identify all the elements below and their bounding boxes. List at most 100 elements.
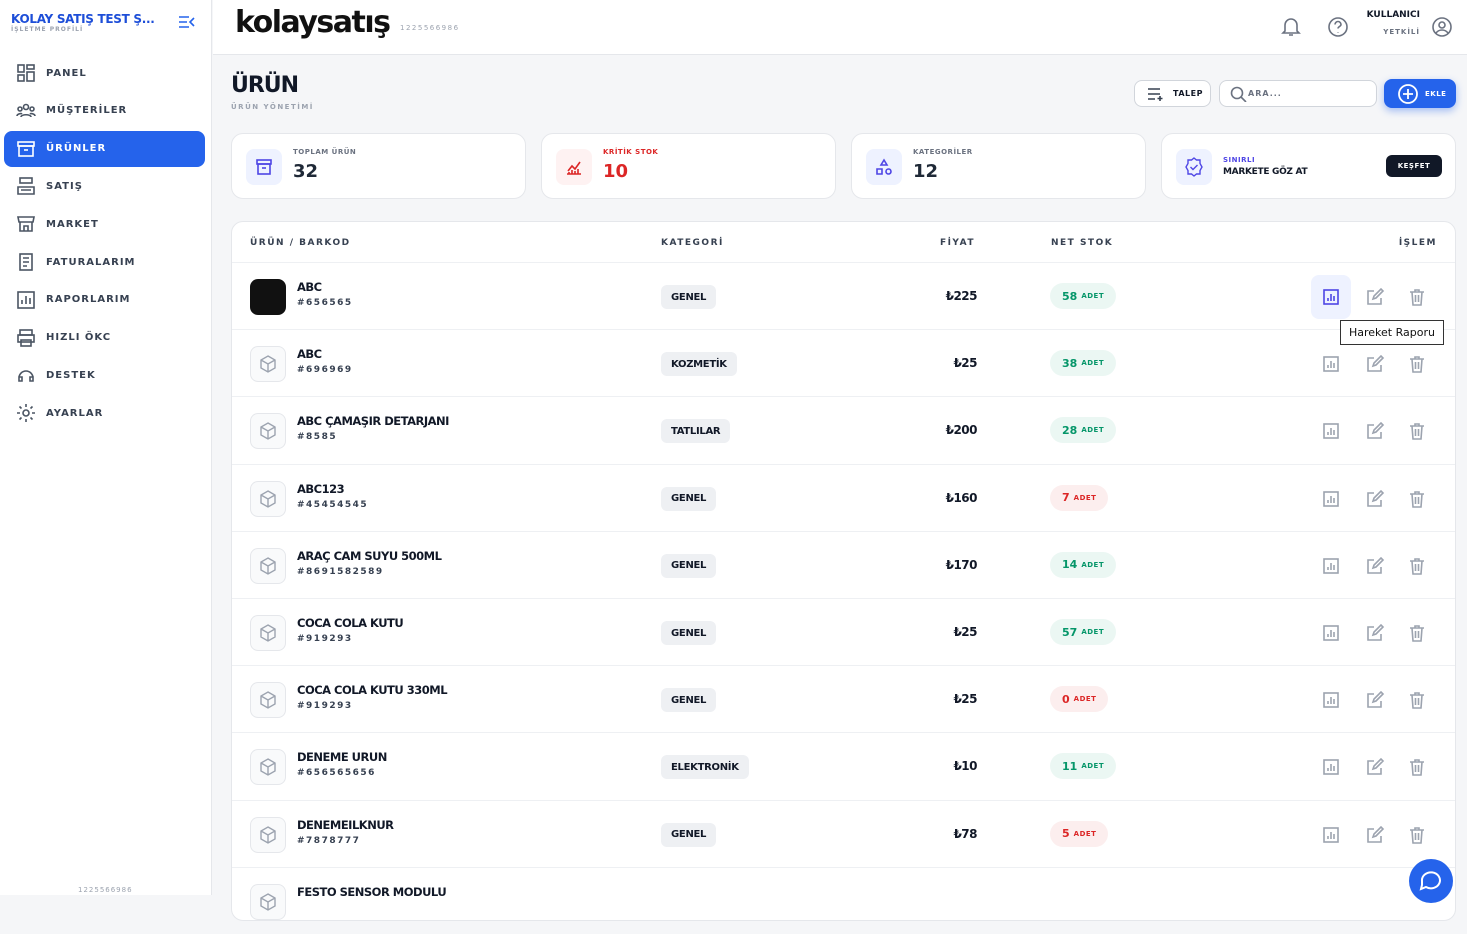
menu-label: RAPORLARIM: [46, 294, 131, 306]
report-button[interactable]: [1311, 275, 1351, 319]
category-badge: GENEL: [661, 822, 717, 847]
table-row: FESTO SENSOR MODULU: [232, 866, 1455, 934]
price: ₺225: [945, 289, 978, 303]
brand[interactable]: KOLAY SATIŞ TEST Ş...: [11, 12, 155, 26]
product-barcode: #656565: [297, 298, 353, 308]
stock-badge: 38 ADET: [1050, 350, 1117, 377]
promo-tag: SINIRLI: [1223, 156, 1256, 164]
stock-unit: ADET: [1081, 762, 1105, 771]
menu-item[interactable]: AYARLAR: [4, 395, 205, 431]
delete-button[interactable]: [1397, 275, 1437, 319]
menu-label: FATURALARIM: [46, 256, 136, 268]
edit-button[interactable]: [1355, 342, 1395, 386]
user-name: KULLANICI: [1366, 10, 1420, 20]
product-barcode: #696969: [297, 365, 353, 376]
collapse-icon[interactable]: [178, 14, 196, 30]
report-button[interactable]: [1311, 477, 1351, 521]
menu-item[interactable]: SATIŞ: [4, 168, 205, 204]
stock-badge: 58 ADET: [1050, 283, 1117, 309]
stat-value: 12: [913, 161, 939, 182]
edit-button[interactable]: [1355, 477, 1395, 521]
table-row: ABC123 #45454545 GENEL ₺160 7 ADET: [232, 463, 1455, 531]
stock-value: 14: [1062, 558, 1078, 572]
stat-label: KATEGORİLER: [913, 148, 973, 156]
menu-item[interactable]: DESTEK: [4, 357, 205, 393]
delete-button[interactable]: [1397, 477, 1437, 521]
table-row: COCA COLA KUTU #919293 GENEL ₺25 57 ADET: [232, 598, 1455, 665]
footer-code: 1225566986: [78, 886, 133, 894]
product-name: DENEME URUN: [297, 750, 387, 765]
menu-item[interactable]: MARKET: [4, 206, 205, 242]
product-table: ÜRÜN / BARKOD KATEGORİ FİYAT NET STOK İŞLEM A…: [231, 221, 1456, 921]
product-thumb: [250, 682, 286, 719]
logo[interactable]: kolaysatış: [235, 5, 391, 40]
menu-item[interactable]: FATURALARIM: [4, 244, 205, 280]
menu-label: SATIŞ: [46, 180, 83, 192]
delete-button[interactable]: [1397, 678, 1437, 722]
menu-label: MARKET: [46, 218, 99, 230]
report-button[interactable]: [1311, 409, 1351, 453]
sidebar: KOLAY SATIŞ TEST Ş... İŞLETME PROFİLİ PA…: [0, 0, 212, 895]
report-button[interactable]: [1311, 611, 1351, 655]
brand-subtitle: İŞLETME PROFİLİ: [11, 26, 84, 33]
help-icon[interactable]: [1327, 16, 1349, 38]
menu-item[interactable]: PANEL: [4, 55, 205, 91]
delete-button[interactable]: [1397, 611, 1437, 655]
category-badge: GENEL: [661, 688, 717, 713]
edit-button[interactable]: [1355, 813, 1395, 857]
edit-button[interactable]: [1355, 611, 1395, 655]
category-badge: TATLILAR: [661, 419, 731, 444]
add-button[interactable]: EKLE: [1384, 79, 1456, 108]
delete-button[interactable]: [1397, 342, 1437, 386]
edit-button[interactable]: [1355, 409, 1395, 453]
report-button[interactable]: [1311, 678, 1351, 722]
page-title: ÜRÜN: [231, 73, 299, 98]
stock-badge: 14 ADET: [1050, 551, 1117, 578]
user-icon[interactable]: [1431, 16, 1453, 38]
product-barcode: #8691582589: [297, 566, 384, 577]
page-subtitle: ÜRÜN YÖNETİMİ: [231, 103, 314, 111]
price: ₺200: [945, 423, 978, 438]
category-badge: GENEL: [661, 486, 717, 511]
delete-button[interactable]: [1397, 813, 1437, 857]
discover-button[interactable]: KEŞFET: [1386, 155, 1442, 177]
menu-item[interactable]: HIZLI ÖKC: [4, 320, 205, 356]
menu-item[interactable]: ÜRÜNLER: [4, 130, 205, 167]
delete-button[interactable]: [1397, 409, 1437, 453]
report-button[interactable]: [1311, 745, 1351, 789]
request-button[interactable]: TALEP: [1134, 80, 1211, 107]
product-barcode: #45454545: [297, 499, 369, 510]
stat-icon: [866, 149, 902, 185]
report-button[interactable]: [1311, 342, 1351, 386]
edit-button[interactable]: [1355, 275, 1395, 319]
topbar: kolaysatış 1225566986 KULLANICI YETKİLİ: [213, 0, 1467, 55]
stat-card: TOPLAM ÜRÜN 32: [231, 133, 526, 199]
chat-button[interactable]: [1409, 859, 1453, 903]
delete-button[interactable]: [1397, 745, 1437, 789]
stat-icon: [246, 149, 282, 185]
product-thumb: [250, 615, 286, 651]
bell-icon[interactable]: [1281, 16, 1301, 38]
edit-button[interactable]: [1355, 678, 1395, 722]
menu-item[interactable]: MÜŞTERİLER: [4, 93, 205, 129]
category-badge: ELEKTRONİK: [661, 755, 749, 780]
stat-icon: [556, 149, 592, 185]
menu-item[interactable]: RAPORLARIM: [4, 282, 205, 318]
edit-button[interactable]: [1355, 745, 1395, 789]
product-name: COCA COLA KUTU 330ML: [297, 683, 448, 698]
add-icon: [1398, 83, 1418, 104]
stock-value: 57: [1062, 625, 1078, 639]
column-header: KATEGORİ: [661, 238, 724, 248]
search-box[interactable]: ARA...: [1219, 80, 1377, 107]
report-button[interactable]: [1311, 813, 1351, 857]
promo-card: SINIRLI MARKETE GÖZ AT KEŞFET: [1161, 133, 1456, 199]
price: ₺78: [953, 826, 977, 841]
price: ₺25: [953, 356, 977, 371]
column-header: İŞLEM: [1398, 238, 1437, 248]
delete-button[interactable]: [1397, 544, 1437, 588]
stock-unit: ADET: [1081, 628, 1105, 636]
stock-unit: ADET: [1073, 829, 1097, 838]
report-button[interactable]: [1311, 544, 1351, 588]
edit-button[interactable]: [1355, 544, 1395, 588]
search-icon: [1230, 86, 1247, 102]
